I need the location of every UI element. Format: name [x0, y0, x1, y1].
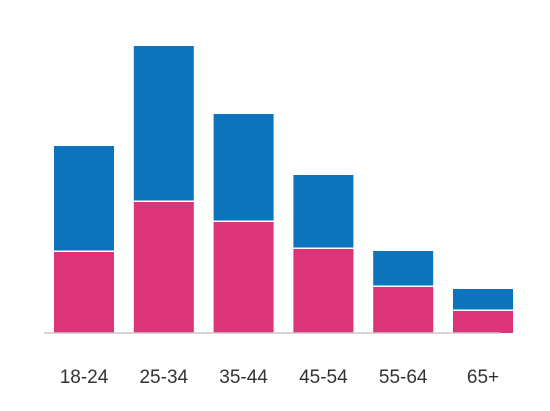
x-tick-label: 65+: [467, 367, 499, 388]
x-tick-label: 45-54: [299, 367, 348, 388]
x-tick-label: 55-64: [379, 367, 428, 388]
bar-segment-35-44-series-1: [213, 222, 274, 333]
bar-segment-65+-series-2: [453, 289, 513, 310]
x-tick-label: 18-24: [60, 367, 109, 388]
bar-segment-55-64-series-1: [373, 287, 434, 333]
x-tick-label: 35-44: [219, 367, 268, 388]
bar-segment-18-24-series-1: [54, 252, 114, 333]
bar-segment-55-64-series-2: [373, 251, 434, 286]
x-tick-label: 25-34: [139, 367, 188, 388]
x-axis-tick-labels: 18-24 25-34 35-44 45-54 55-64 65+: [60, 367, 499, 388]
bar-segment-25-34-series-2: [133, 46, 194, 201]
bar-segment-18-24-series-2: [54, 146, 114, 251]
bars-group: [54, 46, 513, 333]
bar-segment-45-54-series-1: [293, 249, 354, 333]
bar-segment-35-44-series-2: [213, 114, 274, 221]
bar-segment-25-34-series-1: [133, 202, 194, 333]
bar-segment-45-54-series-2: [293, 175, 354, 248]
bar-segment-65+-series-1: [453, 311, 513, 333]
